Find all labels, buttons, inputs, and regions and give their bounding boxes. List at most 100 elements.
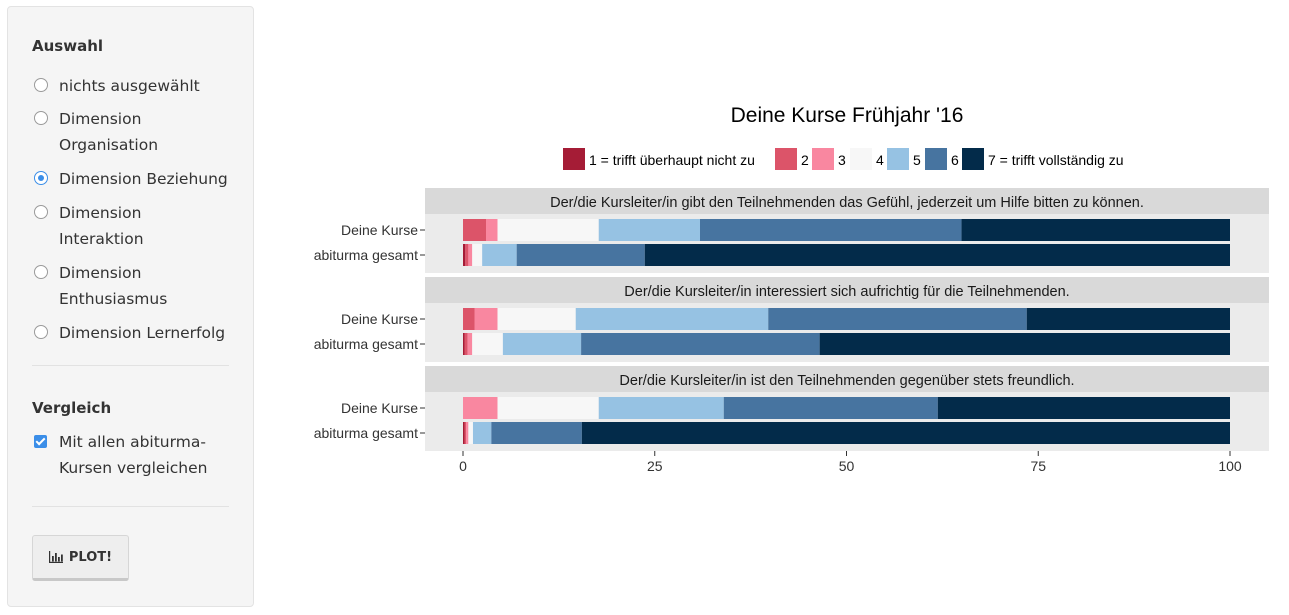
bar-segment — [463, 219, 487, 241]
legend-label: 7 = trifft vollständig zu — [988, 152, 1124, 168]
radio-option-label: Dimension — [59, 110, 142, 128]
plot-button-label: PLOT! — [68, 549, 113, 565]
bar-segment — [464, 422, 467, 444]
plot-button[interactable]: PLOT! — [32, 535, 129, 581]
radio-option-6[interactable]: Dimension Lernerfolg — [32, 320, 242, 346]
bar-segment — [472, 422, 492, 444]
radio-option-2[interactable]: Dimension Organisation — [32, 106, 242, 158]
facet-strip — [425, 188, 1269, 214]
radio-unselected-icon[interactable] — [34, 205, 48, 219]
bar-segment — [502, 333, 582, 355]
radio-option-label: Dimension — [59, 204, 142, 222]
row-label: abiturma gesamt — [314, 425, 418, 441]
row-label: Deine Kurse — [341, 400, 418, 416]
chart-title: Deine Kurse Frühjahr '16 — [731, 104, 964, 127]
radio-unselected-icon[interactable] — [34, 265, 48, 279]
x-tick-label: 50 — [839, 458, 855, 474]
radio-option-3[interactable]: Dimension Beziehung — [32, 166, 242, 192]
legend-label: 6 — [951, 152, 959, 168]
bar-segment — [598, 219, 701, 241]
facet-strip — [425, 366, 1269, 392]
radio-option-label: Dimension Beziehung — [59, 170, 228, 188]
legend-label: 1 = trifft überhaupt nicht zu — [589, 152, 755, 168]
compare-label-line-2: Kursen vergleichen — [59, 459, 208, 477]
bar-segment — [463, 397, 498, 419]
bar-segment — [468, 422, 473, 444]
bar-segment — [464, 333, 468, 355]
bar-segment — [497, 308, 576, 330]
bar-segment — [467, 333, 473, 355]
compare-label-line-1: Mit allen abiturma- — [59, 433, 206, 451]
bar-segment — [463, 333, 465, 355]
row-label: Deine Kurse — [341, 311, 418, 327]
bar-segment — [516, 244, 645, 266]
facet-title: Der/die Kursleiter/in interessiert sich … — [624, 284, 1069, 300]
bar-segment — [474, 308, 498, 330]
legend-label: 2 — [801, 152, 809, 168]
compare-checkbox[interactable]: Mit allen abiturma- Kursen vergleichen — [32, 429, 242, 481]
radio-option-1[interactable]: nichts ausgewählt — [32, 73, 242, 99]
x-tick-label: 0 — [459, 458, 467, 474]
bar-segment — [575, 308, 769, 330]
radio-option-label: Interaktion — [59, 230, 144, 248]
radio-unselected-icon[interactable] — [34, 78, 48, 92]
bar-segment — [466, 422, 469, 444]
sidebar-panel: Auswahl nichts ausgewählt Dimension Organi… — [7, 6, 254, 607]
radio-option-4[interactable]: Dimension Interaktion — [32, 200, 242, 252]
bar-segment — [463, 244, 466, 266]
legend-label: 3 — [838, 152, 846, 168]
checkbox-checked-icon[interactable] — [34, 435, 47, 448]
bar-segment — [937, 397, 1230, 419]
radio-unselected-icon[interactable] — [34, 325, 48, 339]
facet-title: Der/die Kursleiter/in ist den Teilnehmen… — [619, 373, 1074, 389]
facet-title: Der/die Kursleiter/in gibt den Teilnehme… — [550, 195, 1144, 211]
legend-swatch — [775, 148, 797, 170]
x-tick-label: 75 — [1030, 458, 1046, 474]
bar-segment — [819, 333, 1230, 355]
legend-label: 5 — [913, 152, 921, 168]
bar-segment — [465, 244, 469, 266]
bar-segment — [472, 244, 483, 266]
legend-swatch — [887, 148, 909, 170]
bar-segment — [1026, 308, 1230, 330]
legend-label: 4 — [876, 152, 884, 168]
legend-swatch — [962, 148, 984, 170]
bar-chart-icon — [48, 551, 63, 563]
bar-segment — [486, 219, 498, 241]
radio-option-label: Dimension — [59, 264, 142, 282]
bar-segment — [482, 244, 517, 266]
radio-option-label: nichts ausgewählt — [59, 77, 200, 95]
bar-segment — [497, 219, 599, 241]
radio-unselected-icon[interactable] — [34, 111, 48, 125]
legend-swatch — [812, 148, 834, 170]
vergleich-heading: Vergleich — [32, 399, 112, 417]
bar-segment — [768, 308, 1027, 330]
row-label: abiturma gesamt — [314, 247, 418, 263]
radio-option-label: Dimension Lernerfolg — [59, 324, 226, 342]
row-label: abiturma gesamt — [314, 336, 418, 352]
sidebar-divider — [32, 506, 229, 507]
bar-segment — [644, 244, 1230, 266]
bar-segment — [491, 422, 582, 444]
legend-swatch — [563, 148, 585, 170]
x-tick-label: 25 — [647, 458, 663, 474]
x-tick-label: 100 — [1218, 458, 1242, 474]
row-label: Deine Kurse — [341, 222, 418, 238]
bar-segment — [463, 422, 465, 444]
bar-segment — [598, 397, 724, 419]
radio-option-label: Enthusiasmus — [59, 290, 168, 308]
bar-segment — [472, 333, 503, 355]
bar-segment — [463, 308, 475, 330]
legend-swatch — [925, 148, 947, 170]
bar-segment — [961, 219, 1230, 241]
radio-option-5[interactable]: Dimension Enthusiasmus — [32, 260, 242, 312]
legend-swatch — [850, 148, 872, 170]
facet-strip — [425, 277, 1269, 303]
auswahl-heading: Auswahl — [32, 37, 104, 55]
radio-option-label: Organisation — [59, 136, 159, 154]
bar-segment — [723, 397, 938, 419]
radio-selected-icon[interactable] — [34, 171, 48, 185]
bar-segment — [581, 422, 1230, 444]
sidebar-divider — [32, 365, 229, 366]
